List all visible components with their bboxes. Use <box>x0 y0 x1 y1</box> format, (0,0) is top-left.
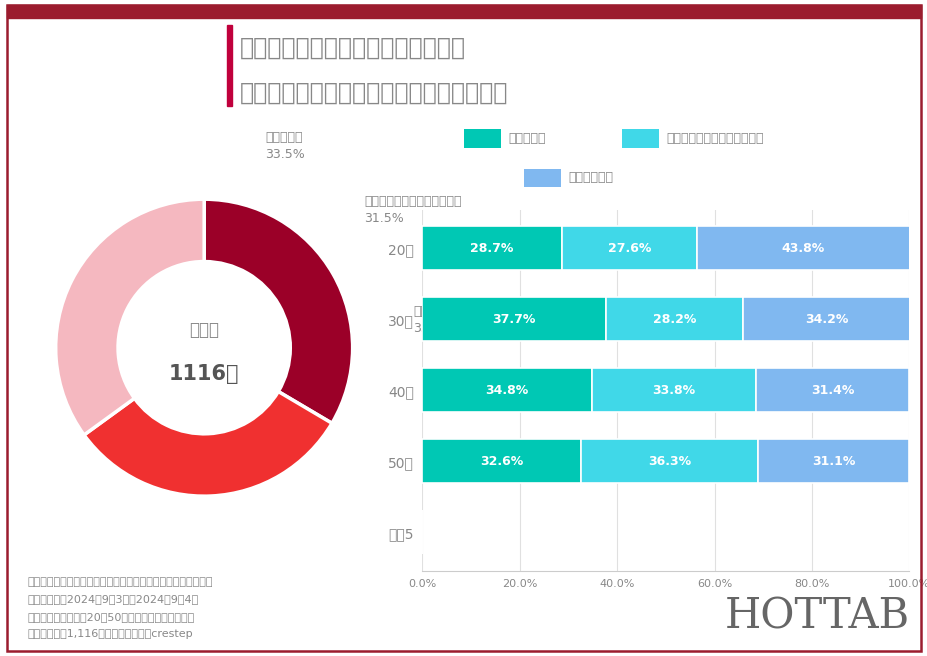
Bar <box>422 297 605 341</box>
Text: 知らなかった: 知らなかった <box>568 171 613 184</box>
Text: 43.8%: 43.8% <box>781 242 824 255</box>
Text: 31.1%: 31.1% <box>811 455 855 468</box>
Text: 多くのシャンプーやボディソープが: 多くのシャンプーやボディソープが <box>239 36 465 60</box>
Bar <box>422 440 580 483</box>
Text: 28.7%: 28.7% <box>470 242 514 255</box>
Bar <box>743 297 909 341</box>
Bar <box>757 440 908 483</box>
Text: 知っていた
33.5%: 知っていた 33.5% <box>264 131 304 161</box>
Text: 28.2%: 28.2% <box>653 313 695 326</box>
Bar <box>562 226 696 270</box>
Wedge shape <box>56 199 204 435</box>
Bar <box>227 25 232 106</box>
Text: 化学洗剤であることを知っていましたか？: 化学洗剤であることを知っていましたか？ <box>239 80 507 104</box>
Text: 34.2%: 34.2% <box>804 313 847 326</box>
Text: 37.7%: 37.7% <box>492 313 535 326</box>
Bar <box>422 368 591 413</box>
Bar <box>422 226 562 270</box>
Bar <box>605 297 743 341</box>
Text: 27.6%: 27.6% <box>607 242 650 255</box>
Bar <box>756 368 908 413</box>
Text: 34.8%: 34.8% <box>485 384 528 397</box>
Text: 回答数: 回答数 <box>189 321 219 339</box>
Wedge shape <box>204 199 352 423</box>
Text: 知っていた: 知っていた <box>508 132 545 145</box>
Text: なんとなく聞いたことがある: なんとなく聞いたことがある <box>666 132 763 145</box>
Text: なんとなく聞いたことがある
31.5%: なんとなく聞いたことがある 31.5% <box>363 195 461 225</box>
Text: HOTTAB: HOTTAB <box>724 596 908 638</box>
Text: 32.6%: 32.6% <box>479 455 523 468</box>
Bar <box>580 440 757 483</box>
Text: 知らなかった
35%: 知らなかった 35% <box>413 305 458 335</box>
Bar <box>696 226 909 270</box>
Text: 36.3%: 36.3% <box>647 455 691 468</box>
Text: 31.4%: 31.4% <box>810 384 854 397</box>
Text: ・調査概要：フェムケア・デリケートゾーンケアに関する調査
・調査期間：2024年9月3日～2024年9月4日
・調査対象：全国　20～50代女性（調査モニター）: ・調査概要：フェムケア・デリケートゾーンケアに関する調査 ・調査期間：2024年… <box>28 577 213 639</box>
Bar <box>591 368 756 413</box>
Text: 1116人: 1116人 <box>169 364 239 384</box>
Text: 33.8%: 33.8% <box>652 384 695 397</box>
Wedge shape <box>84 392 332 496</box>
